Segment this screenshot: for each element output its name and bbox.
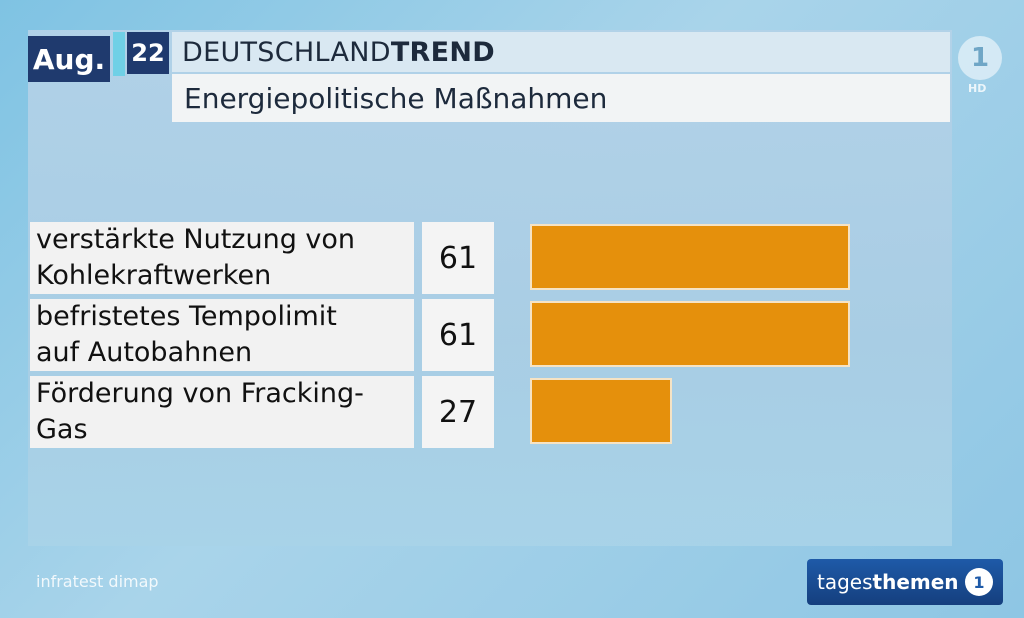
channel-logo-icon: 1	[958, 36, 1002, 80]
category-label-line: Gas	[36, 414, 88, 445]
date-year-badge: 22	[127, 32, 169, 74]
bar-track	[530, 222, 950, 294]
brand-bold: themen	[872, 570, 959, 594]
chart-subtitle: Energiepolitische Maßnahmen	[172, 74, 950, 122]
tagesthemen-logo: tages themen 1	[807, 559, 1003, 605]
category-label-line: befristetes Tempolimit	[36, 301, 337, 332]
date-accent-stripe	[113, 32, 125, 76]
bar	[530, 301, 850, 367]
ard-one-icon: 1	[965, 568, 993, 596]
date-month-badge: Aug.	[28, 36, 110, 82]
value-label: 61	[422, 299, 494, 371]
bar	[530, 224, 850, 290]
bar	[530, 378, 672, 444]
value-label: 27	[422, 376, 494, 448]
value-label: 61	[422, 222, 494, 294]
category-label: verstärkte Nutzung von Kohlekraftwerken	[30, 222, 414, 294]
brand-light: tages	[817, 570, 873, 594]
category-label-line: Förderung von Fracking-	[36, 378, 364, 409]
title-bold: TREND	[390, 36, 495, 68]
chart-title: DEUTSCHLAND TREND	[172, 32, 950, 72]
source-label: infratest dimap	[36, 572, 159, 591]
bar-track	[530, 376, 950, 448]
category-label: Förderung von Fracking- Gas	[30, 376, 414, 448]
category-label-line: Kohlekraftwerken	[36, 260, 272, 291]
bar-track	[530, 299, 950, 371]
category-label-line: auf Autobahnen	[36, 337, 253, 368]
title-light: DEUTSCHLAND	[182, 36, 391, 68]
category-label-line: verstärkte Nutzung von	[36, 224, 356, 255]
category-label: befristetes Tempolimit auf Autobahnen	[30, 299, 414, 371]
hd-label: HD	[968, 82, 987, 95]
